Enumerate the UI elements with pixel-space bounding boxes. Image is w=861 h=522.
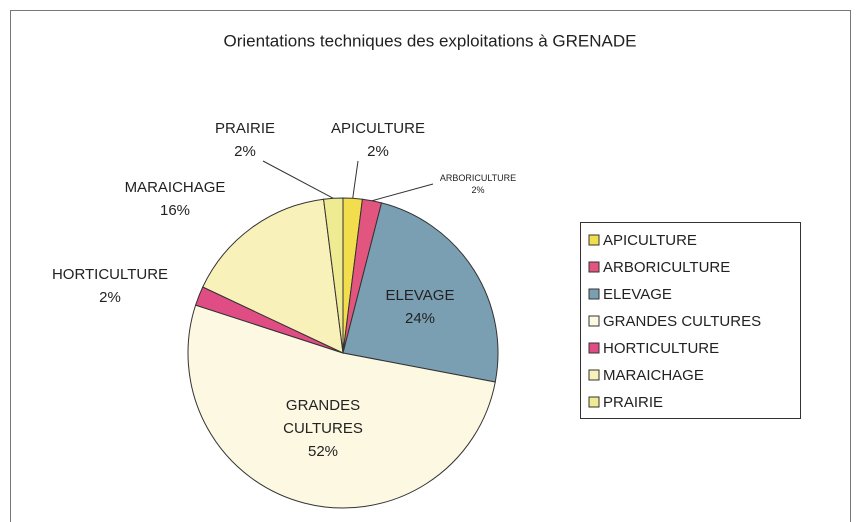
label-text: ELEVAGE: [385, 287, 455, 304]
data-label-value: 2%: [99, 289, 121, 306]
data-label-value: 2%: [234, 143, 256, 160]
data-label: GRANDES CULTURES 52%: [258, 394, 388, 463]
label-text: MARAICHAGE: [124, 179, 226, 196]
data-label-value: 16%: [159, 202, 191, 219]
pie-slice: [187, 304, 496, 509]
data-label: APICULTURE 2%: [308, 117, 448, 163]
label-text: APICULTURE: [331, 120, 425, 137]
legend-swatch: [588, 369, 600, 381]
pie-slice: [202, 198, 344, 354]
legend-swatch: [588, 261, 600, 273]
label-text: HORTICULTURE: [51, 266, 169, 283]
legend-label: GRANDES CULTURES: [603, 313, 761, 330]
legend-label: ELEVAGE: [603, 286, 672, 303]
leader-line: [262, 160, 334, 199]
legend-label: HORTICULTURE: [603, 340, 719, 357]
label-text: PRAIRIE: [214, 120, 275, 137]
legend-box: [580, 222, 801, 419]
chart-title: Orientations techniques des exploitation…: [224, 31, 637, 50]
data-label: MARAICHAGE 16%: [105, 176, 245, 222]
data-label: PRAIRIE 2%: [185, 117, 305, 163]
data-label-value: 52%: [307, 443, 339, 460]
data-label-value: 2%: [471, 185, 485, 195]
label-text: GRANDES CULTURES: [283, 397, 363, 437]
legend-label: ARBORICULTURE: [603, 259, 730, 276]
legend-swatch: [588, 396, 600, 408]
data-label-value: 24%: [404, 310, 436, 327]
leader-line: [371, 183, 434, 202]
pie-slice: [342, 202, 499, 383]
data-label: ELEVAGE 24%: [360, 284, 480, 330]
legend-swatch: [588, 315, 600, 327]
leader-line: [352, 160, 359, 199]
data-label: HORTICULTURE 2%: [35, 263, 185, 309]
legend-swatch: [588, 342, 600, 354]
data-label-value: 2%: [367, 143, 389, 160]
legend-label: MARAICHAGE: [603, 367, 704, 384]
data-label: ARBORICULTURE 2%: [418, 172, 538, 196]
legend-swatch: [588, 288, 600, 300]
legend-swatch: [588, 234, 600, 246]
label-text: ARBORICULTURE: [439, 173, 517, 183]
legend-label: APICULTURE: [603, 232, 697, 249]
legend-label: PRAIRIE: [603, 394, 663, 411]
